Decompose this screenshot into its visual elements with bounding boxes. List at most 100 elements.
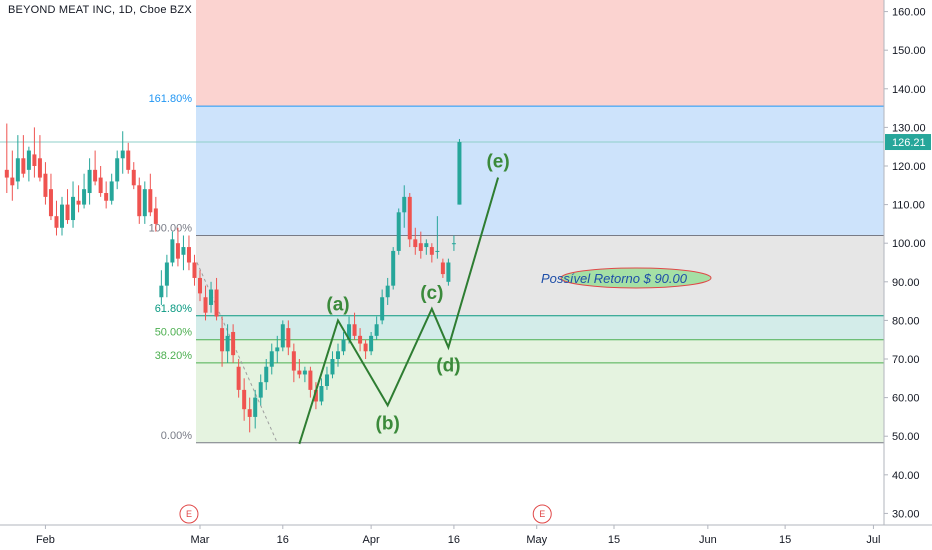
candle-body (242, 389, 247, 410)
earnings-circle (179, 504, 199, 524)
candle-body (65, 204, 70, 221)
candle-body (297, 370, 302, 375)
fib-zone (196, 339, 884, 443)
candle-body (407, 196, 412, 240)
candle-body (302, 370, 307, 375)
x-tick-label: 16 (277, 534, 289, 546)
candle-body (203, 297, 208, 313)
candle-body (126, 150, 131, 170)
fib-level-label: 161.80% (149, 93, 193, 105)
candle-body (76, 200, 81, 205)
fib-zone (196, 106, 884, 236)
candle-body (424, 243, 429, 248)
candle-body (264, 366, 269, 383)
elliott-wave: (a) (b) (c) (d) (e) (298, 152, 510, 445)
candle-body (209, 289, 214, 305)
candle-body (330, 359, 335, 375)
y-tick-label: 110.00 (892, 200, 925, 212)
candle-body (148, 189, 153, 213)
x-tick-label: 16 (448, 534, 460, 546)
candle-body (440, 262, 445, 275)
target-note[interactable]: Possível Retorno $ 90.00 (541, 267, 712, 289)
last-price-tag (885, 134, 931, 151)
symbol-title: BEYOND MEAT INC, 1D, Cboe BZX (8, 4, 192, 16)
candle-body (286, 328, 291, 348)
fib-zone (196, 0, 884, 107)
candle-body (435, 250, 440, 252)
earnings-marker[interactable]: E (179, 504, 199, 524)
candle-body (37, 158, 42, 178)
candle-body (164, 262, 169, 286)
candle-body (98, 177, 103, 194)
candle-body (269, 351, 274, 367)
candle-body (391, 250, 396, 286)
candle-body (4, 169, 9, 178)
candle-body (10, 177, 15, 186)
candle-body (402, 196, 407, 213)
fib-level-label: 61.80% (155, 303, 193, 315)
candle-body (175, 243, 180, 259)
y-tick-label: 150.00 (892, 45, 926, 57)
candle-body (336, 351, 340, 360)
x-tick-label: Apr (363, 534, 380, 546)
fib-level-label: 0.00% (161, 430, 192, 442)
x-tick-label: May (526, 534, 547, 546)
candle-body (429, 247, 434, 255)
y-axis[interactable]: 30.00 40.00 50.00 60.00 70.00 80.00 90.00 100.0… (883, 0, 931, 525)
fib-level-label: 38.20% (155, 350, 193, 362)
candle-body (446, 262, 451, 282)
candle-body (181, 247, 186, 255)
candle-body (363, 343, 368, 352)
candle-body (93, 169, 98, 182)
x-tick-label: 15 (779, 534, 791, 546)
y-tick-label: 30.00 (892, 508, 920, 520)
y-tick-label: 100.00 (892, 238, 926, 250)
candle-body (413, 239, 418, 248)
candle-body (253, 397, 258, 417)
note-ellipse (560, 267, 712, 289)
x-tick-label: Jun (699, 534, 717, 546)
note-text: Possível Retorno $ 90.00 (541, 271, 688, 286)
y-tick-label: 160.00 (892, 7, 926, 19)
wave-label: (e) (486, 152, 509, 173)
candle-body (236, 366, 241, 390)
fib-level-label: 100.00% (149, 222, 193, 234)
earnings-label: E (539, 509, 545, 519)
candle-body (186, 247, 191, 263)
candle-body (32, 154, 37, 166)
earnings-label: E (186, 509, 192, 519)
candle-body (104, 193, 109, 201)
y-tick-label: 120.00 (892, 161, 926, 173)
candle-body (291, 351, 296, 371)
candle-body (54, 216, 59, 228)
candlesticks (4, 123, 462, 433)
candle-body (347, 324, 352, 340)
candle-body (324, 374, 329, 387)
candle-body (451, 243, 456, 245)
candle-body (142, 189, 147, 217)
candle-body (396, 212, 401, 251)
candle-body (82, 189, 87, 205)
candle-body (71, 196, 76, 221)
wave-label: (d) (436, 355, 460, 376)
candle-body (225, 335, 230, 352)
earnings-circle (532, 504, 552, 524)
candle-body (120, 150, 125, 159)
y-tick-label: 70.00 (892, 354, 920, 366)
candle-body (280, 324, 285, 348)
candle-body (275, 347, 280, 352)
y-tick-label: 60.00 (892, 393, 920, 405)
wave-label: (c) (420, 283, 443, 304)
x-axis[interactable]: Feb Mar 16 Apr 16 May 15 Jun 15 Jul (0, 524, 932, 546)
candle-body (385, 285, 390, 298)
candle-body (48, 189, 53, 217)
candle-body (15, 158, 20, 182)
y-tick-label: 130.00 (892, 122, 926, 134)
candle-body (159, 285, 164, 298)
candle-body (308, 370, 313, 390)
x-tick-label: 15 (608, 534, 620, 546)
candle-body (26, 150, 31, 170)
earnings-marker[interactable]: E (532, 504, 552, 524)
